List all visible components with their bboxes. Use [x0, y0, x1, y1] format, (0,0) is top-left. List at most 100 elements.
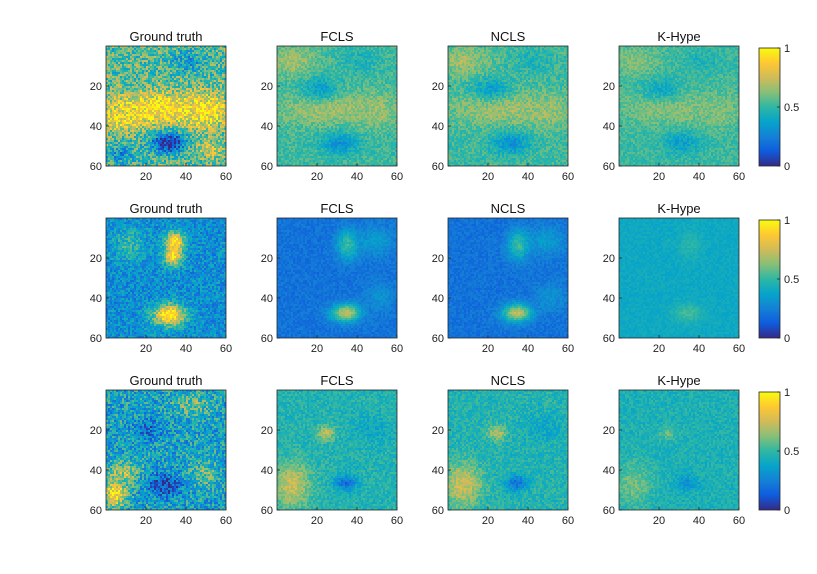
colorbar-tick-label: 0.5	[784, 102, 799, 114]
y-tick-label: 20	[432, 253, 444, 265]
axes-frame	[105, 45, 227, 167]
x-tick-label: 60	[391, 171, 403, 183]
panel-title: FCLS	[320, 29, 354, 44]
y-tick-label: 40	[261, 121, 273, 133]
x-tick-label: 40	[351, 515, 363, 527]
x-tick-label: 20	[140, 171, 152, 183]
x-tick-label: 40	[693, 171, 705, 183]
panel-title: NCLS	[491, 373, 526, 388]
x-tick-label: 40	[351, 343, 363, 355]
colorbar: 00.51	[758, 215, 799, 345]
y-tick-label: 60	[432, 505, 444, 517]
colorbar-gradient	[759, 48, 780, 166]
panel-r3-c2: FCLS 20 40 60 20 40 60	[261, 373, 403, 527]
x-tick-label: 60	[562, 343, 574, 355]
colorbar: 00.51	[758, 43, 799, 173]
x-tick-label: 40	[522, 515, 534, 527]
panel-r1-c3: NCLS 20 40 60 20 40 60	[432, 29, 574, 183]
axes-frame	[276, 45, 398, 167]
panel-r3-c4: K-Hype 20 40 60 20 40 60	[603, 373, 745, 527]
y-tick-label: 20	[603, 81, 615, 93]
x-tick-label: 40	[180, 515, 192, 527]
panel-title: NCLS	[491, 201, 526, 216]
heatmap-image	[448, 46, 568, 166]
panel-r2-c3: NCLS 20 40 60 20 40 60	[432, 201, 574, 355]
panel-title: K-Hype	[657, 29, 700, 44]
y-tick-label: 40	[432, 121, 444, 133]
y-tick-label: 60	[603, 505, 615, 517]
y-tick-label: 20	[90, 425, 102, 437]
y-tick-label: 60	[432, 333, 444, 345]
x-tick-label: 20	[311, 515, 323, 527]
y-tick-label: 40	[603, 465, 615, 477]
heatmap-image	[277, 218, 397, 338]
y-tick-label: 20	[261, 81, 273, 93]
panel-title: FCLS	[320, 201, 354, 216]
colorbar-tick-label: 1	[784, 215, 790, 227]
y-tick-label: 40	[432, 465, 444, 477]
x-tick-label: 20	[311, 343, 323, 355]
y-tick-label: 40	[90, 293, 102, 305]
x-tick-label: 20	[140, 515, 152, 527]
x-tick-label: 20	[482, 515, 494, 527]
colorbar-tick-label: 0	[784, 333, 790, 345]
y-tick-label: 40	[90, 465, 102, 477]
x-tick-label: 40	[522, 171, 534, 183]
x-tick-label: 20	[311, 171, 323, 183]
axes-frame	[618, 389, 740, 511]
panel-title: Ground truth	[130, 201, 203, 216]
x-tick-label: 40	[180, 343, 192, 355]
y-tick-label: 20	[432, 81, 444, 93]
y-tick-label: 60	[90, 161, 102, 173]
colorbar-tick-label: 0.5	[784, 446, 799, 458]
axes-frame	[447, 45, 569, 167]
figure-row-3: Ground truth 20 40 60 20 40 60 FCLS 20 40 60 20 40 60…	[90, 373, 800, 527]
y-tick-label: 20	[90, 253, 102, 265]
x-tick-label: 20	[653, 515, 665, 527]
y-tick-label: 20	[603, 425, 615, 437]
panel-title: NCLS	[491, 29, 526, 44]
panel-r3-c1: Ground truth 20 40 60 20 40 60	[90, 373, 232, 527]
colorbar-tick-label: 0	[784, 161, 790, 173]
colorbar-gradient	[759, 220, 780, 338]
y-tick-label: 40	[432, 293, 444, 305]
x-tick-label: 60	[733, 343, 745, 355]
panel-r2-c4: K-Hype 20 40 60 20 40 60	[603, 201, 745, 355]
panel-r2-c2: FCLS 20 40 60 20 40 60	[261, 201, 403, 355]
y-tick-label: 20	[261, 253, 273, 265]
panel-r1-c1: Ground truth 20 40 60 20 40 60	[90, 29, 232, 183]
x-tick-label: 60	[220, 343, 232, 355]
colorbar-tick-label: 0	[784, 505, 790, 517]
colorbar-tick-label: 1	[784, 43, 790, 55]
x-tick-label: 60	[220, 171, 232, 183]
x-tick-label: 40	[351, 171, 363, 183]
y-tick-label: 60	[90, 333, 102, 345]
x-tick-label: 20	[482, 171, 494, 183]
x-tick-label: 20	[653, 171, 665, 183]
axes-frame	[447, 217, 569, 339]
x-tick-label: 40	[522, 343, 534, 355]
colorbar-tick-label: 0.5	[784, 274, 799, 286]
y-tick-label: 20	[261, 425, 273, 437]
panel-title: FCLS	[320, 373, 354, 388]
x-tick-label: 60	[562, 515, 574, 527]
panel-title: Ground truth	[130, 373, 203, 388]
x-tick-label: 60	[391, 515, 403, 527]
x-tick-label: 60	[391, 343, 403, 355]
y-tick-label: 40	[603, 121, 615, 133]
colorbar-tick-label: 1	[784, 387, 790, 399]
heatmap-image	[619, 390, 739, 510]
axes-frame	[105, 389, 227, 511]
heatmap-image	[277, 390, 397, 510]
panel-r1-c2: FCLS 20 40 60 20 40 60	[261, 29, 403, 183]
x-tick-label: 40	[693, 515, 705, 527]
axes-frame	[618, 217, 740, 339]
heatmap-image	[448, 390, 568, 510]
axes-frame	[618, 45, 740, 167]
heatmap-image	[448, 218, 568, 338]
colorbar-gradient	[759, 392, 780, 510]
heatmap-image	[619, 46, 739, 166]
y-tick-label: 60	[261, 333, 273, 345]
y-tick-label: 40	[603, 293, 615, 305]
